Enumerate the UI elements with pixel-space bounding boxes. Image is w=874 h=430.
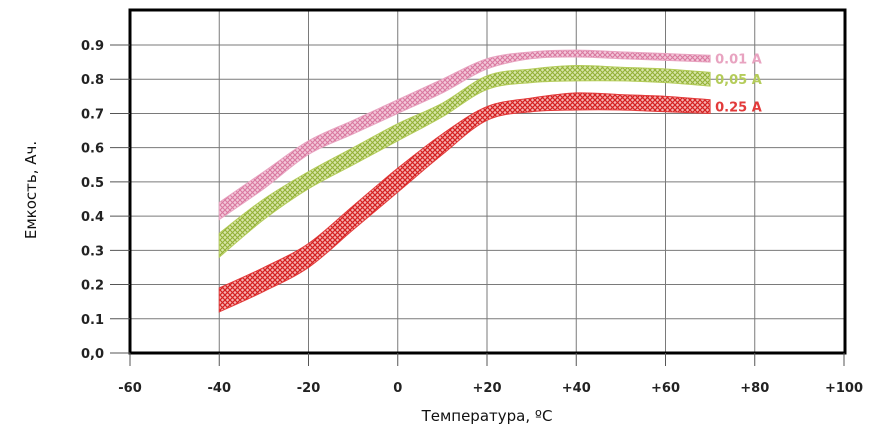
- y-tick-label: 0.7: [81, 107, 104, 122]
- x-tick-label: +40: [562, 381, 591, 396]
- y-tick-label: 0,0: [81, 347, 104, 362]
- y-axis-title: Емкость, Ач.: [22, 141, 40, 239]
- series-label: 0.25 A: [715, 101, 762, 116]
- y-tick-label: 0.6: [81, 142, 104, 157]
- y-tick-label: 0.9: [81, 39, 104, 54]
- y-tick-label: 0.3: [81, 244, 104, 259]
- series-labels: 0.01 A 0,05 A 0.25 A: [715, 53, 762, 116]
- series-band-1: [218, 65, 711, 259]
- series-band-0: [218, 49, 711, 221]
- x-tick-label: -60: [118, 381, 142, 396]
- x-tick-label: -40: [208, 381, 232, 396]
- x-tick-label: +60: [651, 381, 680, 396]
- series-bands: [218, 49, 711, 313]
- x-tick-label: +20: [473, 381, 502, 396]
- x-tick-label: +100: [825, 381, 863, 396]
- y-tick-label: 0.8: [81, 73, 104, 88]
- x-tick-label: +80: [740, 381, 769, 396]
- y-tick-label: 0.1: [81, 313, 104, 328]
- x-tick-labels: -60 -40 -20 0 +20 +40 +60 +80 +100: [118, 353, 863, 396]
- series-label: 0,05 A: [715, 73, 762, 88]
- x-tick-label: -20: [297, 381, 321, 396]
- x-tick-label: 0: [393, 381, 402, 396]
- series-band-2: [218, 92, 711, 313]
- y-tick-labels: 0,0 0.1 0.2 0.3 0.4 0.5 0.6 0.7 0.8 0.9: [81, 39, 130, 362]
- y-tick-label: 0.4: [81, 210, 104, 225]
- series-label: 0.01 A: [715, 53, 762, 68]
- y-tick-label: 0.5: [81, 176, 104, 191]
- y-tick-label: 0.2: [81, 279, 104, 294]
- x-axis-title: Температура, ºC: [421, 407, 553, 425]
